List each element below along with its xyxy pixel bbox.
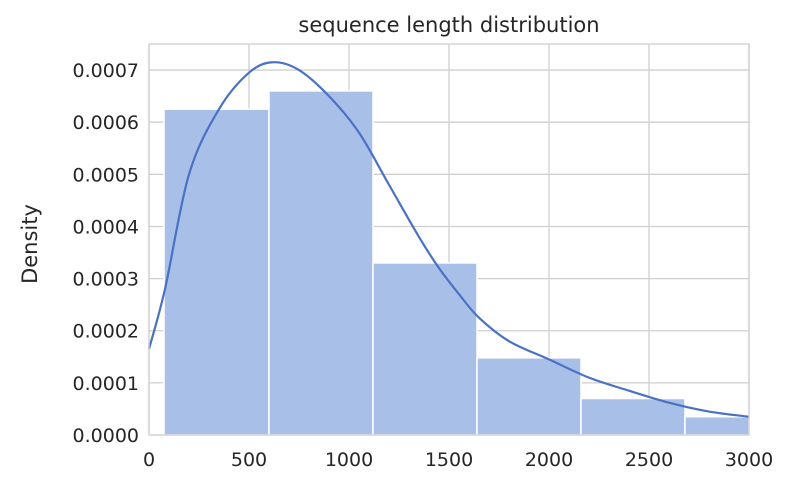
- histogram-bar: [684, 416, 750, 436]
- histogram-bar: [163, 108, 270, 436]
- y-tick-label: 0.0001: [73, 373, 139, 395]
- y-tick-label: 0.0006: [73, 112, 139, 134]
- x-axis-ticks: 0 500 1000 1500 2000 2500 3000: [143, 449, 773, 471]
- y-tick-label: 0.0004: [73, 216, 139, 238]
- y-axis-label: Density: [18, 204, 42, 284]
- histogram-bar: [476, 357, 582, 436]
- histogram-bars: [163, 90, 750, 436]
- x-tick-label: 1500: [425, 449, 473, 471]
- x-tick-label: 0: [143, 449, 155, 471]
- x-tick-label: 3000: [725, 449, 773, 471]
- y-tick-label: 0.0007: [73, 60, 139, 82]
- histogram-bar: [580, 397, 686, 436]
- y-tick-label: 0.0000: [73, 425, 139, 447]
- plot-frame: [148, 43, 750, 436]
- chart-title: sequence length distribution: [298, 13, 599, 37]
- kde-curve: [147, 61, 750, 418]
- x-tick-label: 500: [231, 449, 267, 471]
- x-tick-label: 2500: [625, 449, 673, 471]
- histogram-bar: [268, 90, 374, 436]
- x-tick-label: 2000: [525, 449, 573, 471]
- y-tick-label: 0.0003: [73, 269, 139, 291]
- y-tick-label: 0.0002: [73, 321, 139, 343]
- y-axis-ticks: 0.0000 0.0001 0.0002 0.0003 0.0004 0.0005 0.00…: [73, 60, 139, 447]
- y-tick-label: 0.0005: [73, 164, 139, 186]
- histogram-bar: [372, 262, 478, 436]
- x-tick-label: 1000: [325, 449, 373, 471]
